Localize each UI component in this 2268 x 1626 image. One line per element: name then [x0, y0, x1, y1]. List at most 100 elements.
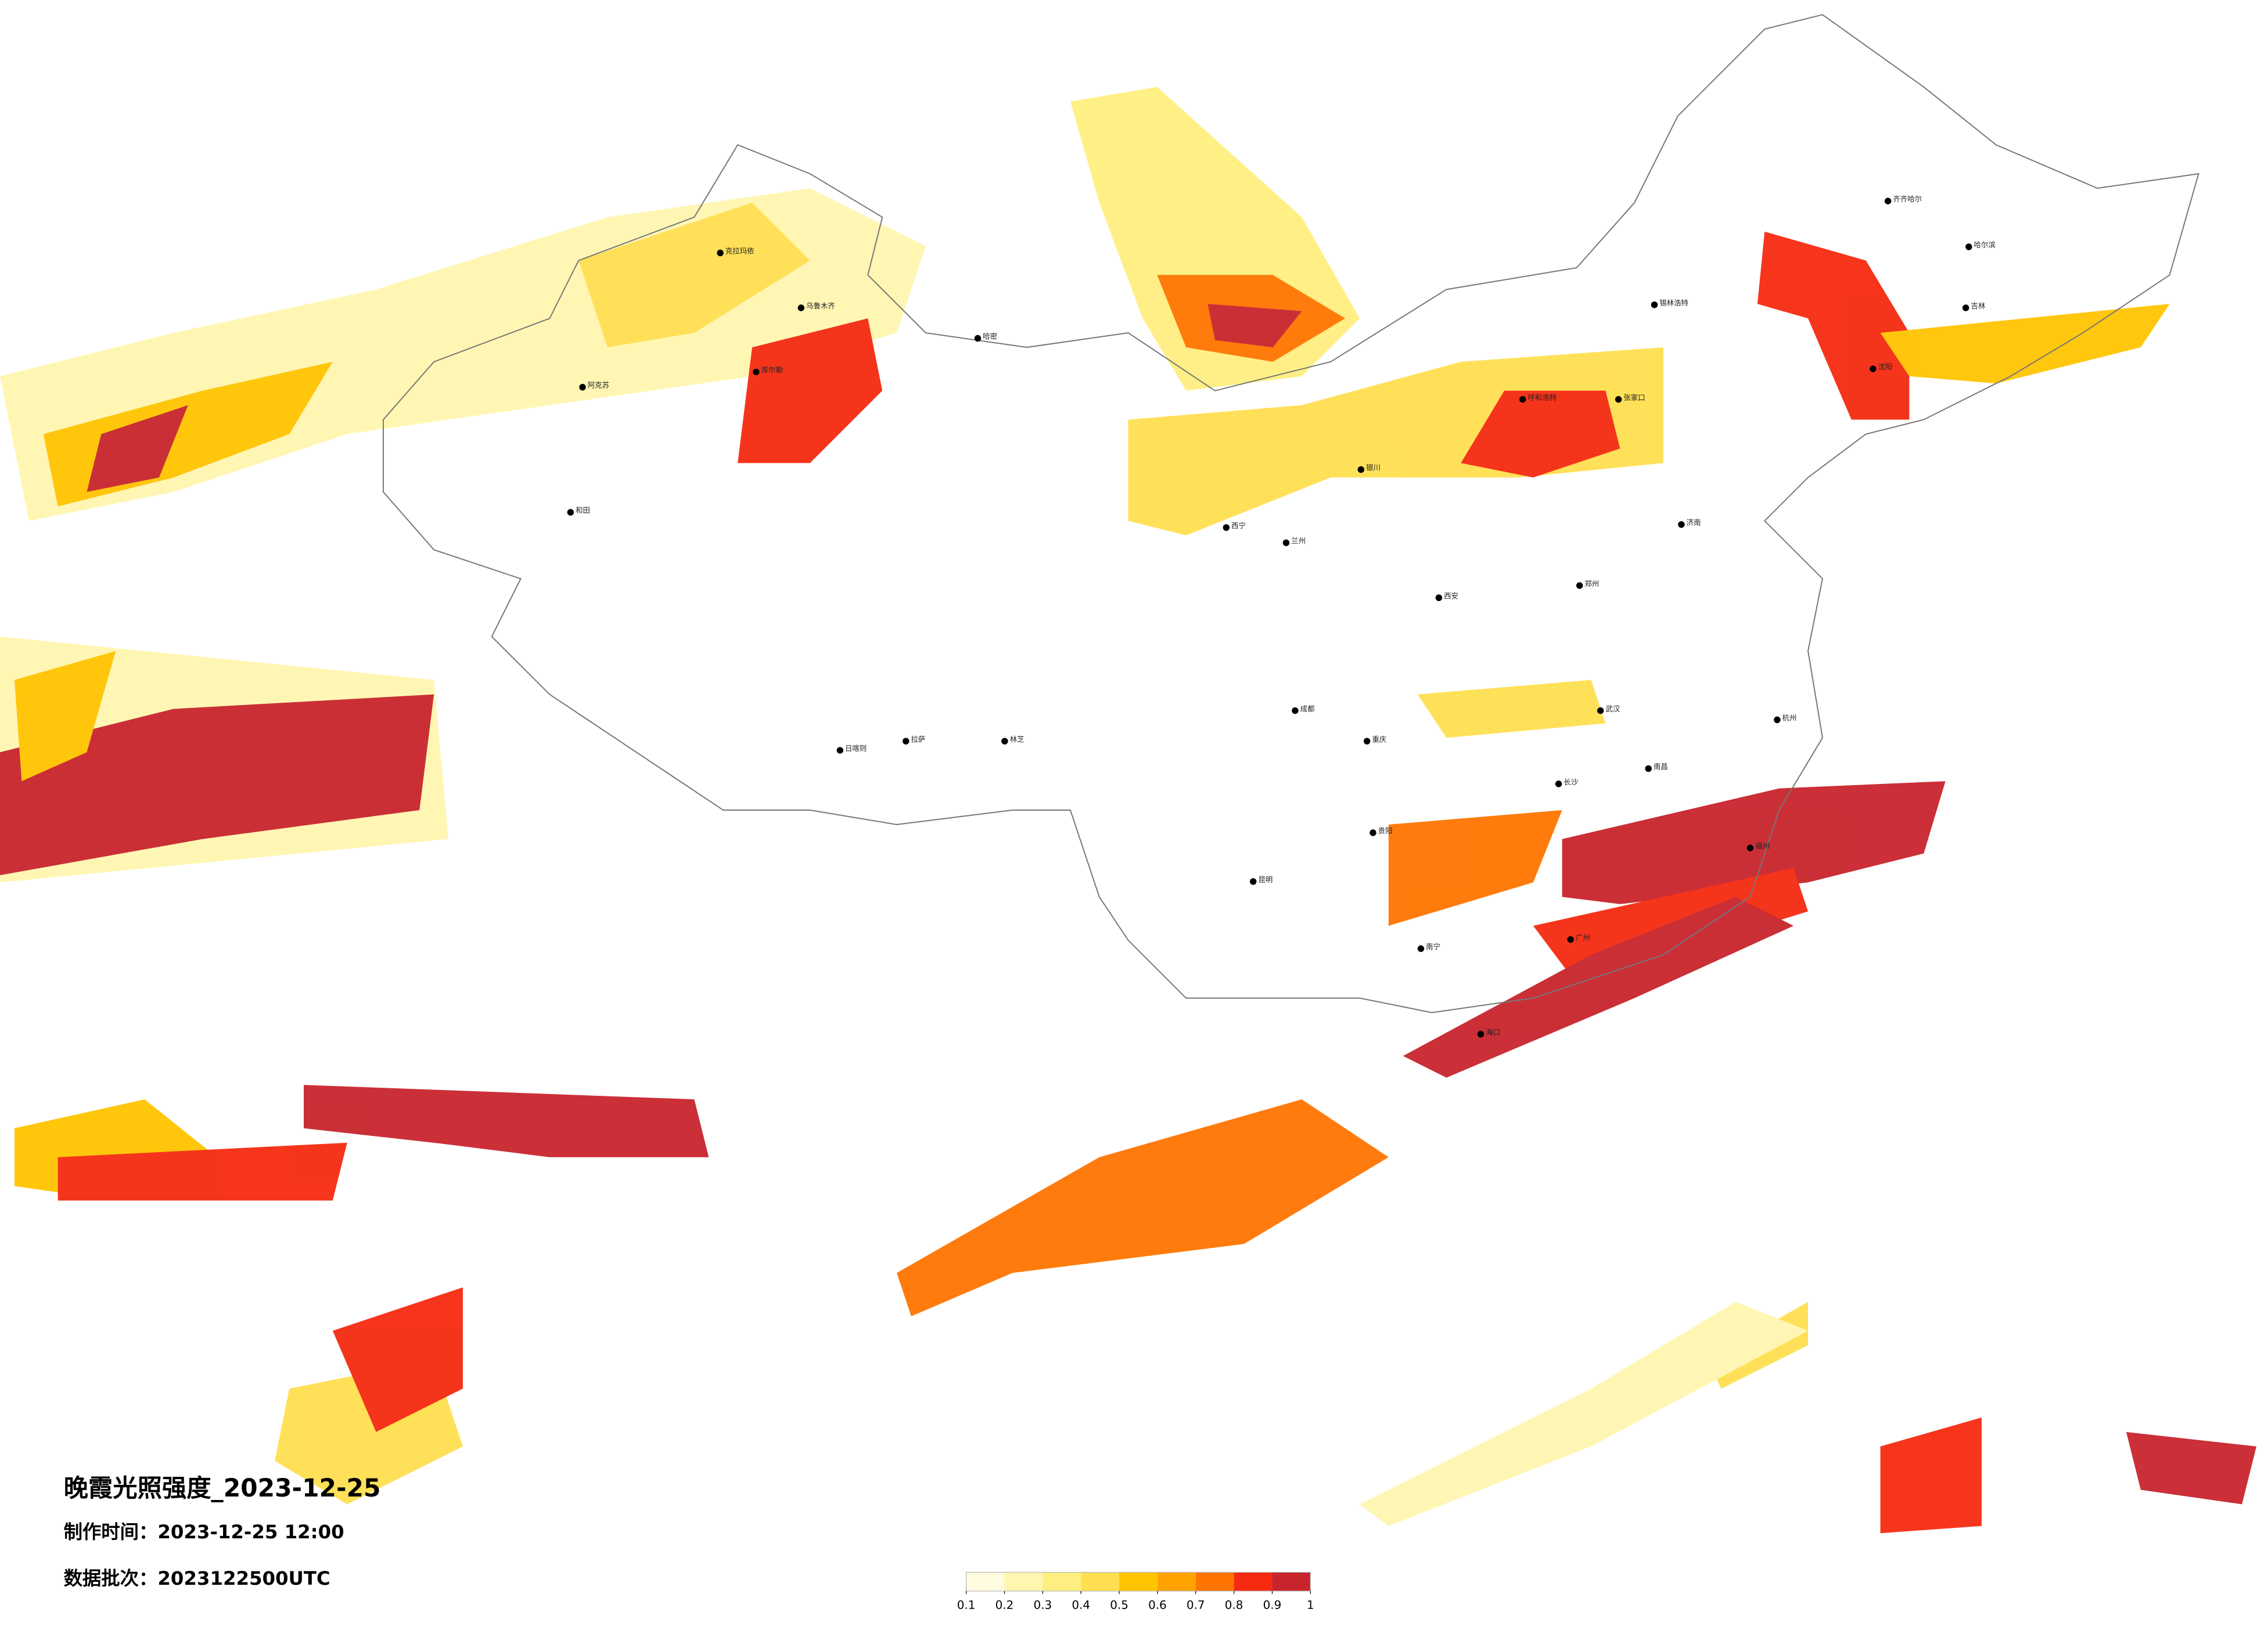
city-dot: [579, 384, 586, 391]
city-label: 杭州: [1782, 714, 1797, 722]
city-label: 拉萨: [911, 735, 925, 743]
colorbar-swatch: [1081, 1572, 1120, 1591]
city-dot: [1282, 539, 1290, 546]
city-dot: [1363, 738, 1371, 745]
city-label: 日喀则: [845, 744, 867, 753]
city-dot: [836, 747, 844, 754]
city-dot: [1001, 738, 1008, 745]
colorbar-tick-label: 0.7: [1187, 1598, 1205, 1611]
city-dot: [1678, 521, 1685, 528]
colorbar-swatch: [966, 1572, 1005, 1591]
data-batch: 数据批次：2023122500UTC: [64, 1567, 330, 1589]
city-label: 海口: [1486, 1028, 1500, 1037]
city-label: 克拉玛依: [725, 247, 754, 256]
colorbar-tick-label: 0.8: [1225, 1598, 1243, 1611]
made-time: 制作时间：2023-12-25 12:00: [64, 1521, 344, 1543]
city-label: 西宁: [1231, 521, 1246, 530]
city-dot: [1519, 396, 1526, 403]
field-patch: [1403, 897, 1794, 1078]
city-label: 林芝: [1010, 735, 1025, 743]
colorbar-tick-label: 1: [1307, 1598, 1314, 1611]
colorbar-tick-label: 0.5: [1110, 1598, 1128, 1611]
field-patch: [1388, 810, 1562, 926]
city-label: 福州: [1755, 841, 1770, 850]
city-dot: [1746, 844, 1754, 851]
city-label: 武汉: [1605, 704, 1620, 713]
city-dot: [567, 509, 574, 516]
field-patch: [897, 1099, 1389, 1316]
city-label: 济南: [1687, 518, 1701, 527]
city-dot: [1962, 304, 1969, 311]
colorbar-swatch: [1272, 1572, 1311, 1591]
field-patch: [57, 1142, 347, 1201]
city-label: 贵阳: [1378, 826, 1393, 835]
city-dot: [974, 334, 982, 342]
city-label: 广州: [1576, 933, 1590, 942]
field-patch: [332, 1287, 463, 1432]
colorbar: 0.1 0.2 0.3 0.4 0.5 0.6 0.7 0.8 0.9 1: [957, 1571, 1314, 1611]
city-dot: [753, 368, 760, 376]
city-dot: [1597, 707, 1604, 714]
colorbar-tick-label: 0.1: [957, 1598, 976, 1611]
field-patch: [1461, 390, 1620, 478]
city-label: 呼和浩特: [1527, 393, 1557, 402]
city-label: 乌鲁木齐: [806, 301, 835, 310]
city-dot: [1884, 197, 1892, 204]
city-dot: [1417, 945, 1425, 952]
city-label: 南宁: [1426, 942, 1440, 951]
colorbar-swatch: [1234, 1572, 1273, 1591]
city-label: 和田: [576, 506, 590, 515]
city-label: 西安: [1444, 591, 1458, 600]
field-patch: [1360, 1301, 1809, 1526]
city-label: 昆明: [1258, 875, 1273, 884]
colorbar-frame: [965, 1571, 1311, 1592]
city-label: 库尔勒: [761, 365, 783, 374]
city-label: 重庆: [1372, 735, 1386, 743]
field-patch: [1562, 781, 1946, 904]
city-label: 齐齐哈尔: [1893, 195, 1922, 203]
city-dot: [1250, 878, 1257, 885]
city-dot: [1292, 707, 1299, 714]
field-patch: [1757, 231, 1910, 420]
city-dot: [1477, 1031, 1485, 1038]
colorbar-swatch: [1043, 1572, 1081, 1591]
field-patch: [738, 318, 883, 463]
city-dot: [1870, 365, 1877, 372]
colorbar-swatch: [1195, 1572, 1234, 1591]
field-patch: [1417, 679, 1606, 738]
colorbar-swatch: [1004, 1572, 1043, 1591]
city-dot: [1615, 396, 1622, 403]
city-dot: [1651, 301, 1658, 308]
colorbar-tick-label: 0.9: [1263, 1598, 1282, 1611]
city-dot: [1357, 466, 1365, 473]
field-patch: [2126, 1431, 2257, 1505]
city-dot: [1370, 829, 1376, 836]
field-patch: [14, 651, 116, 782]
city-dot: [1223, 524, 1230, 531]
colorbar-tick-label: 0.6: [1148, 1598, 1167, 1611]
city-label: 银川: [1366, 463, 1381, 472]
field-patch: [578, 203, 810, 348]
city-dot: [717, 249, 724, 257]
city-label: 张家口: [1623, 393, 1645, 402]
city-dot: [903, 738, 910, 745]
city-label: 成都: [1300, 704, 1315, 713]
field-patch: [303, 1085, 709, 1157]
city-dot: [1567, 936, 1574, 943]
colorbar-swatch: [1119, 1572, 1158, 1591]
city-dot: [797, 304, 805, 311]
city-label: 兰州: [1291, 537, 1306, 545]
country-outline: [382, 14, 2199, 1013]
field-patch: [0, 694, 434, 876]
city-label: 哈密: [983, 332, 997, 341]
city-dot: [1555, 780, 1562, 787]
colorbar-swatch: [1157, 1572, 1196, 1591]
city-dot: [1965, 243, 1972, 250]
field-patch: [1207, 304, 1302, 348]
city-dot: [1774, 716, 1781, 724]
city-label: 长沙: [1563, 778, 1578, 786]
city-label: 吉林: [1971, 301, 1985, 310]
